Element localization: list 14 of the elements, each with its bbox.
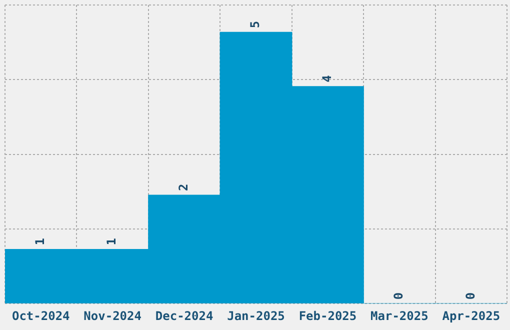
data-label: 0 (463, 292, 478, 300)
x-tick-label: Jan-2025 (227, 308, 285, 323)
x-tick-label: Mar-2025 (370, 308, 428, 323)
x-tick-label: Dec-2024 (155, 308, 214, 323)
data-label: 4 (320, 75, 334, 82)
x-tick-label: Apr-2025 (442, 308, 500, 323)
data-label: 1 (104, 238, 119, 246)
data-label: 0 (392, 292, 406, 300)
data-label: 5 (248, 20, 262, 28)
x-tick-label: Oct-2024 (12, 308, 70, 323)
x-tick-label: Nov-2024 (84, 308, 142, 323)
data-label: 1 (32, 238, 47, 246)
data-label: 2 (176, 184, 190, 192)
x-tick-label: Feb-2025 (298, 308, 357, 323)
